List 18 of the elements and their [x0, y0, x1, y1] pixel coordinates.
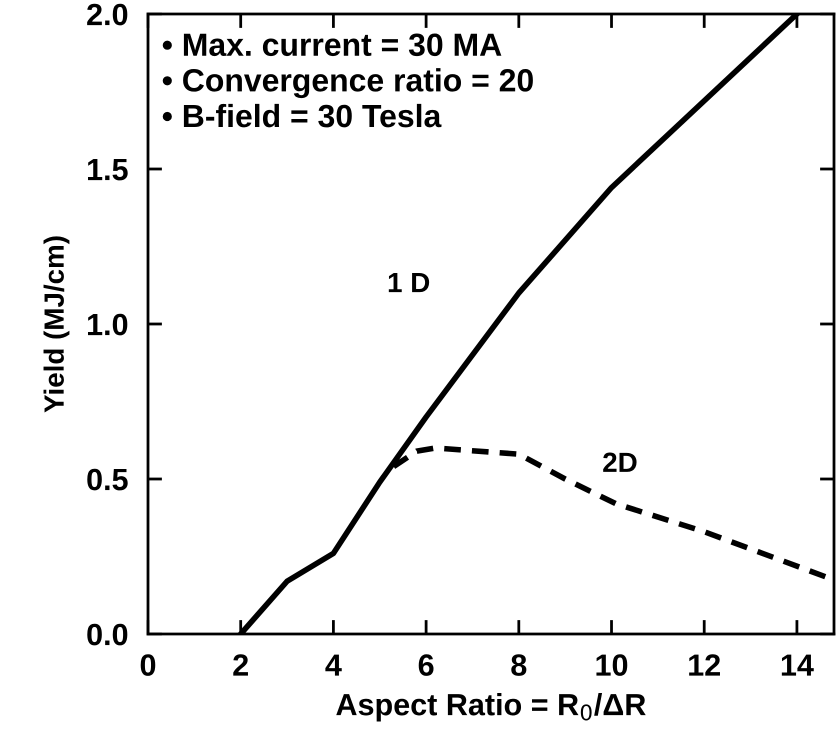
x-tick-label: 4: [325, 654, 342, 676]
x-axis-title: Aspect Ratio = R$_{0}$/ΔR: [336, 693, 646, 722]
x-tick-label: 8: [511, 654, 526, 676]
annotation: 2D: [603, 452, 637, 472]
x-tick-label: 0: [140, 654, 156, 676]
y-tick-label: 0.5: [87, 468, 128, 490]
x-tick-label: 12: [689, 654, 720, 676]
annotation: 1 D: [388, 273, 430, 292]
y-tick-label: 1.0: [88, 314, 128, 336]
y-axis-title: Yield (MJ/cm): [44, 236, 70, 413]
x-tick-label: 10: [596, 654, 628, 676]
x-tick-label: 14: [782, 654, 814, 676]
annotation: • Max. current = 30 MA • Convergence ratio = 20 • B-field = 30 Tesla: [162, 33, 533, 128]
y-tick-label: 1.5: [88, 159, 128, 180]
y-tick-label: 2.0: [87, 4, 128, 26]
y-tick-label: 0.0: [87, 624, 128, 646]
x-tick-label: 2: [233, 654, 248, 676]
x-tick-label: 6: [418, 654, 434, 676]
